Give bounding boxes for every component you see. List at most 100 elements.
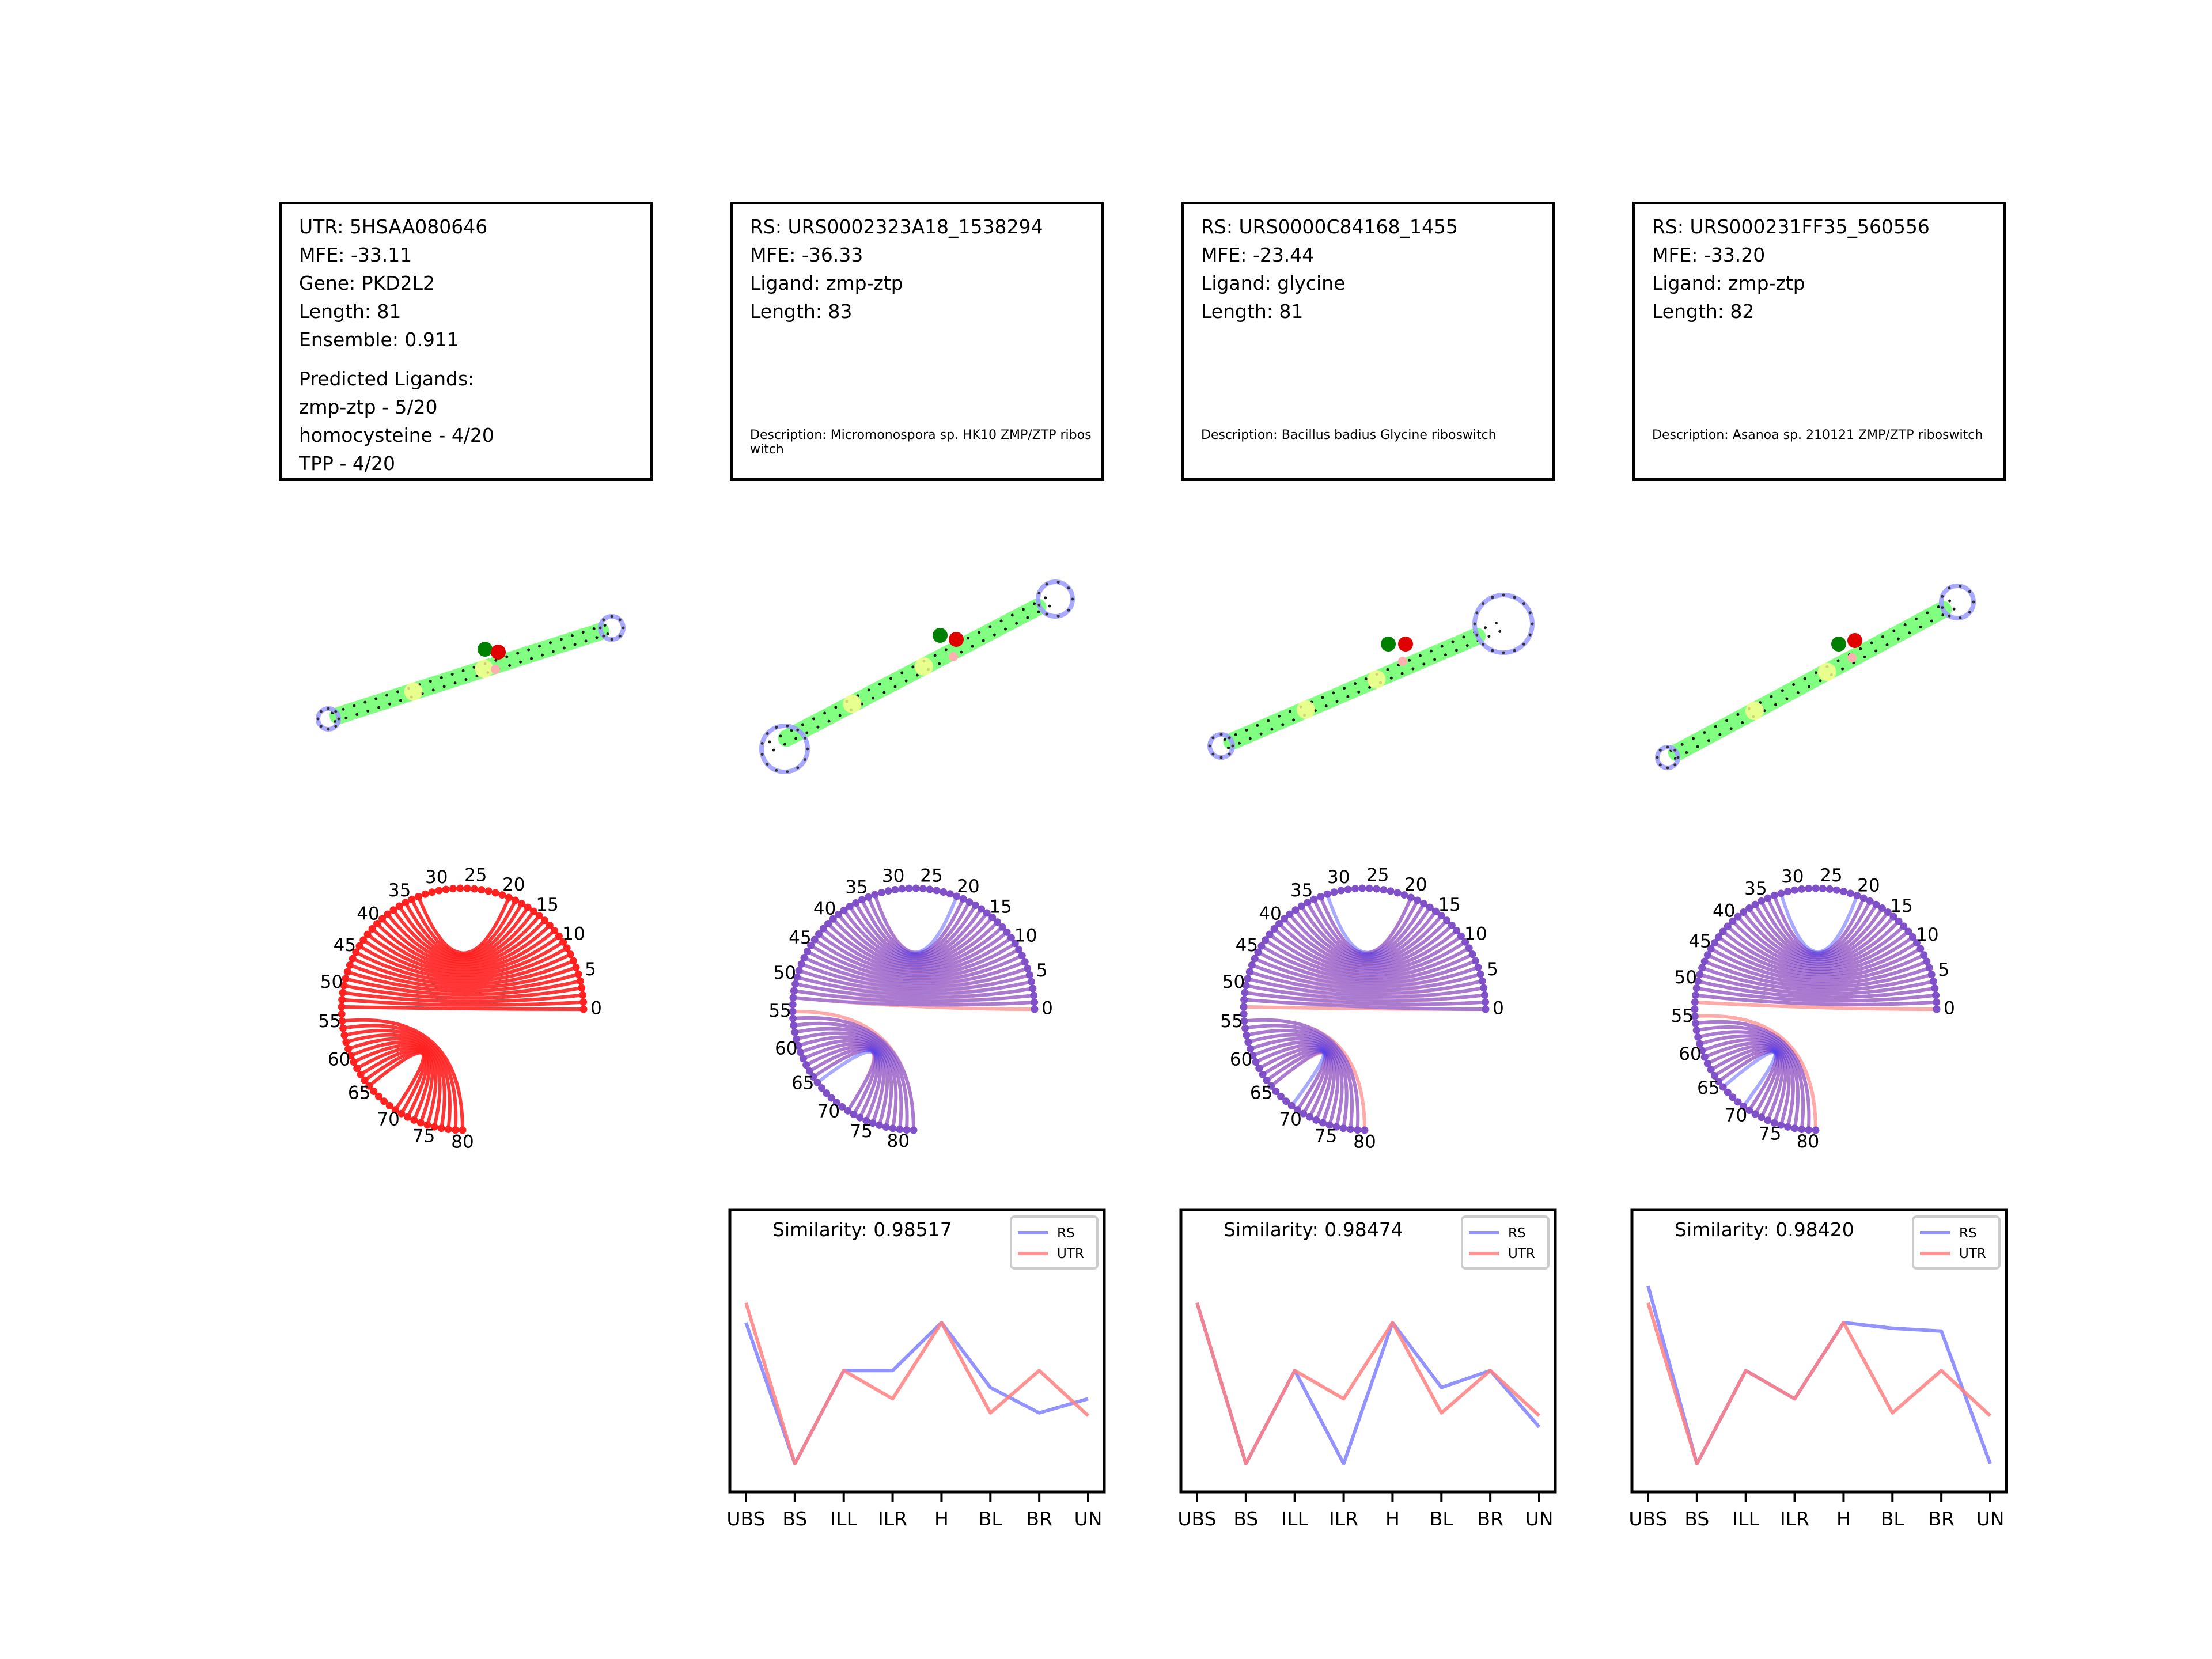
tick-label: 65 — [1697, 1078, 1719, 1099]
nucleotide-dot — [442, 885, 450, 893]
base-pair-arc — [1706, 953, 1929, 986]
info-line: Length: 81 — [299, 300, 402, 323]
base-pair-arc — [836, 912, 999, 966]
nucleotide-dot — [452, 1126, 460, 1134]
nucleotide-dot — [1812, 884, 1820, 892]
base-pair-arc — [1713, 941, 1922, 979]
x-tick-label: ILL — [1281, 1508, 1308, 1530]
base-pair-arc — [1706, 1044, 1785, 1122]
nucleotide-dot — [1021, 958, 1029, 966]
base-pair-arc — [1300, 904, 1438, 961]
base-pair-dot — [944, 648, 948, 652]
base-pair-arc — [1244, 1029, 1349, 1130]
base-pair-arc — [1766, 896, 1872, 956]
loop-base-dot — [319, 710, 323, 713]
base-pair-arc — [1709, 947, 1926, 983]
tick-label: 80 — [1797, 1131, 1819, 1152]
base-pair-arc — [826, 922, 1005, 969]
base-pair-dot — [519, 660, 522, 664]
nucleotide-dot — [1254, 948, 1262, 956]
base-pair-arc — [1726, 924, 1910, 971]
nucleotide-dot — [343, 968, 351, 976]
tick-label: 45 — [789, 927, 811, 948]
nucleotide-dot — [1287, 1101, 1296, 1109]
nucleotide-dot — [1745, 1106, 1753, 1114]
base-pair-dot — [999, 619, 1003, 623]
base-pair-arc — [805, 949, 1027, 985]
nucleotide-dot — [805, 1067, 813, 1075]
loop-base-dot — [1528, 633, 1532, 637]
base-pair-arc — [1709, 947, 1926, 983]
base-pair-arc — [1319, 895, 1419, 956]
nucleotide-dot — [1798, 885, 1806, 893]
nucleotide-dot — [1025, 971, 1033, 979]
base-pair-arc — [1753, 903, 1884, 960]
tick-label: 45 — [334, 935, 356, 956]
nucleotide-dot — [1884, 908, 1892, 916]
nucleotide-dot — [844, 1107, 852, 1115]
nucleotide-dot — [384, 910, 392, 918]
nucleotide-dot — [789, 1014, 797, 1022]
base-pair-dot — [1237, 741, 1241, 745]
loop-base-dot — [622, 626, 625, 630]
base-pair-arc — [1242, 998, 1487, 1007]
nucleotide-dot — [459, 1126, 467, 1134]
legend-label: UTR — [1057, 1247, 1084, 1262]
nucleotide-dot — [1698, 1047, 1706, 1055]
base-pair-arc — [791, 1021, 903, 1131]
nucleotide-dot — [416, 1119, 425, 1127]
nucleotide-dot — [391, 1106, 399, 1114]
legend-label: RS — [1057, 1226, 1075, 1241]
nucleotide-dot — [882, 1123, 890, 1131]
base-pair-dot — [812, 717, 815, 721]
base-pair-dot — [1227, 746, 1230, 749]
nucleotide-dot — [1344, 885, 1352, 893]
base-pair-dot — [431, 688, 435, 692]
base-pair-dot — [805, 731, 809, 734]
base-pair-arc — [1259, 944, 1475, 982]
base-pair-arc — [800, 962, 1029, 990]
nucleotide-dot — [404, 1113, 412, 1121]
nucleotide-dot — [1764, 894, 1772, 902]
nucleotide-dot — [1745, 904, 1753, 912]
nucleotide-dot — [339, 988, 347, 997]
nucleotide-dot — [1330, 888, 1338, 896]
nucleotide-dot — [1407, 893, 1415, 902]
base-pair-arc — [1703, 1041, 1787, 1125]
base-pair-arc — [866, 895, 971, 956]
base-pair-arc — [1696, 979, 1937, 999]
ligands-title: Predicted Ligands: — [299, 368, 475, 390]
nucleotide-dot — [1872, 900, 1880, 908]
nucleotide-dot — [1691, 1019, 1699, 1027]
loop-base-dot — [796, 728, 800, 732]
base-pair-dot — [374, 697, 378, 700]
info-line: RS: URS0000C84168_1455 — [1201, 215, 1458, 238]
base-pair-arc — [1245, 976, 1484, 997]
nucleotide-dot — [1244, 975, 1252, 983]
loop-base-dot — [334, 710, 338, 713]
loop-base-dot — [1948, 586, 1951, 590]
base-pair-dot — [353, 704, 356, 707]
base-pair-arc — [1693, 1014, 1817, 1132]
ligand-item: zmp-ztp - 5/20 — [299, 396, 438, 418]
base-pair-arc — [351, 957, 575, 986]
base-pair-arc — [1703, 1041, 1787, 1125]
base-pair-arc — [1721, 1050, 1777, 1108]
nucleotide-dot — [1481, 991, 1489, 999]
base-pair-arc — [1287, 912, 1444, 964]
nucleotide-dot — [1257, 942, 1266, 950]
base-pair-arc — [860, 898, 978, 958]
nucleotide-dot — [579, 998, 588, 1006]
tick-label: 20 — [502, 874, 525, 895]
base-pair-arc — [1254, 1043, 1336, 1125]
nucleotide-dot — [551, 927, 559, 935]
nucleotide-dot — [578, 984, 586, 992]
base-pair-arc — [1306, 900, 1426, 958]
base-pair-arc — [340, 991, 585, 1003]
nucleotide-dot — [1711, 939, 1719, 947]
nucleotide-dot — [574, 970, 582, 978]
base-pair-arc — [842, 908, 989, 963]
nucleotide-dot — [869, 1119, 877, 1127]
info-lines: UTR: 5HSAA080646 MFE: -33.11 Gene: PKD2L… — [299, 213, 487, 354]
